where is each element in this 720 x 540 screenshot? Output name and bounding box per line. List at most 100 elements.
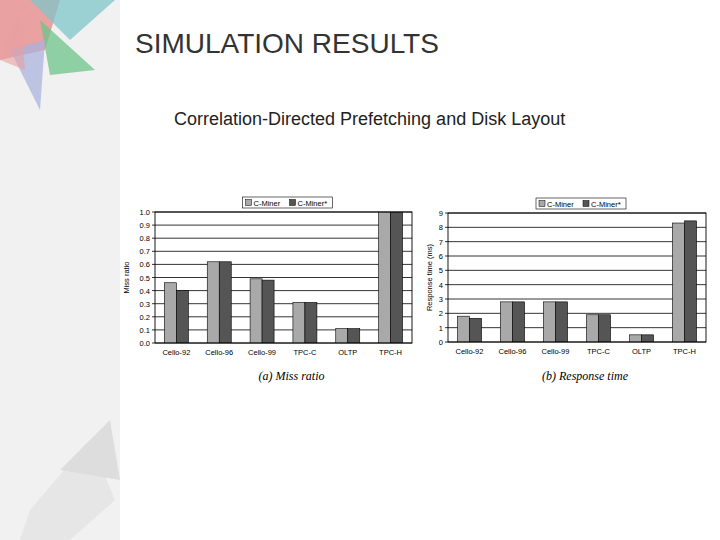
legend-label: C-Miner: [547, 200, 574, 209]
grid-line: [155, 290, 412, 291]
tick-label: 1: [439, 324, 443, 333]
grid-line: [448, 241, 706, 242]
grid-line: [155, 238, 412, 239]
bar: [164, 283, 176, 343]
tick-label: 8: [439, 223, 443, 232]
tick-mark: [445, 227, 448, 228]
plot-frame: [448, 213, 706, 342]
tick-mark: [445, 241, 448, 242]
legend-swatch: [539, 201, 545, 207]
bar: [219, 262, 231, 343]
tick-label: 9: [439, 209, 443, 218]
tick-mark: [445, 270, 448, 271]
category-label: Cello-96: [205, 348, 233, 357]
tick-label: 7: [439, 238, 443, 247]
chart-caption: (b) Response time: [542, 369, 629, 383]
grid-line: [448, 327, 706, 328]
leaf: [0, 10, 25, 70]
tick-label: 3: [439, 295, 443, 304]
decoration: [0, 0, 120, 540]
tick-mark: [445, 313, 448, 314]
grid-line: [155, 316, 412, 317]
tick-label: 0.1: [140, 326, 150, 335]
legend: C-Miner C-Miner*: [243, 197, 333, 208]
tick-label: 4: [439, 281, 443, 290]
tick-mark: [445, 256, 448, 257]
grid-line: [448, 299, 706, 300]
bar: [262, 280, 274, 343]
legend: C-Miner C-Miner*: [536, 198, 626, 209]
tick-label: 1.0: [140, 208, 150, 217]
tick-label: 0.9: [140, 221, 150, 230]
tick-mark: [445, 284, 448, 285]
grid-line: [155, 303, 412, 304]
tick-mark: [445, 327, 448, 328]
bar: [500, 302, 512, 342]
leaf: [60, 420, 120, 480]
category-label: TPC-H: [379, 348, 402, 357]
grid-line: [155, 277, 412, 278]
grid-line: [155, 251, 412, 252]
bar: [543, 302, 555, 342]
legend-swatch: [583, 201, 589, 207]
tick-label: 0.2: [140, 313, 150, 322]
tick-label: 0.7: [140, 247, 150, 256]
tick-label: 5: [439, 266, 443, 275]
bar: [348, 329, 360, 343]
grid-line: [448, 256, 706, 257]
tick-mark: [445, 342, 448, 343]
y-axis-label: Miss ratio: [122, 261, 131, 293]
background: [0, 0, 720, 540]
category-label: TPC-C: [587, 347, 610, 356]
legend-label: C-Miner: [254, 199, 281, 208]
legend-swatch: [290, 200, 296, 206]
bar: [250, 279, 262, 343]
bars: [164, 212, 402, 343]
bar: [470, 318, 482, 342]
plot-area: [155, 212, 412, 343]
tick-label: 0.5: [140, 274, 150, 283]
category-label: Cello-92: [456, 347, 484, 356]
bar: [629, 335, 641, 342]
tick-label: 0.4: [140, 287, 150, 296]
bar: [379, 212, 391, 343]
legend-swatch: [246, 200, 252, 206]
legend-label: C-Miner*: [591, 200, 621, 209]
bar: [293, 302, 305, 343]
bar: [685, 221, 697, 342]
legend-label: C-Miner*: [298, 199, 328, 208]
bar: [457, 316, 469, 342]
category-label: Cello-96: [499, 347, 527, 356]
legend-box: [243, 197, 333, 208]
grid-line: [448, 313, 706, 314]
slide-subtitle: Correlation-Directed Prefetching and Dis…: [174, 109, 565, 129]
side-strip: [0, 0, 120, 540]
plot-area: [448, 213, 706, 342]
tick-label: 0.6: [140, 260, 150, 269]
tick-label: 0.0: [140, 339, 150, 348]
tick-label: 6: [439, 252, 443, 261]
bars: [457, 221, 696, 342]
grid-line: [155, 329, 412, 330]
category-label: Cello-99: [248, 348, 276, 357]
category-label: Cello-99: [542, 347, 570, 356]
chart: 0123456789Cello-92Cello-96Cello-99TPC-CO…: [425, 198, 706, 383]
bar: [642, 335, 654, 342]
bar: [336, 329, 348, 343]
slide-title: SIMULATION RESULTS: [135, 28, 439, 59]
chart: 0.00.10.20.30.40.50.60.70.80.91.0Cello-9…: [122, 197, 412, 383]
tick-label: 0.3: [140, 300, 150, 309]
bar: [391, 212, 403, 343]
leaf: [40, 20, 95, 75]
grid-line: [448, 284, 706, 285]
tick-label: 0: [439, 338, 443, 347]
category-label: TPC-H: [673, 347, 696, 356]
category-label: TPC-C: [293, 348, 316, 357]
grid-line: [448, 227, 706, 228]
bar: [207, 262, 219, 343]
plot-frame: [155, 212, 412, 343]
chart-caption: (a) Miss ratio: [259, 369, 325, 383]
category-label: OLTP: [632, 347, 651, 356]
bar: [586, 315, 598, 342]
grid-line: [155, 264, 412, 265]
